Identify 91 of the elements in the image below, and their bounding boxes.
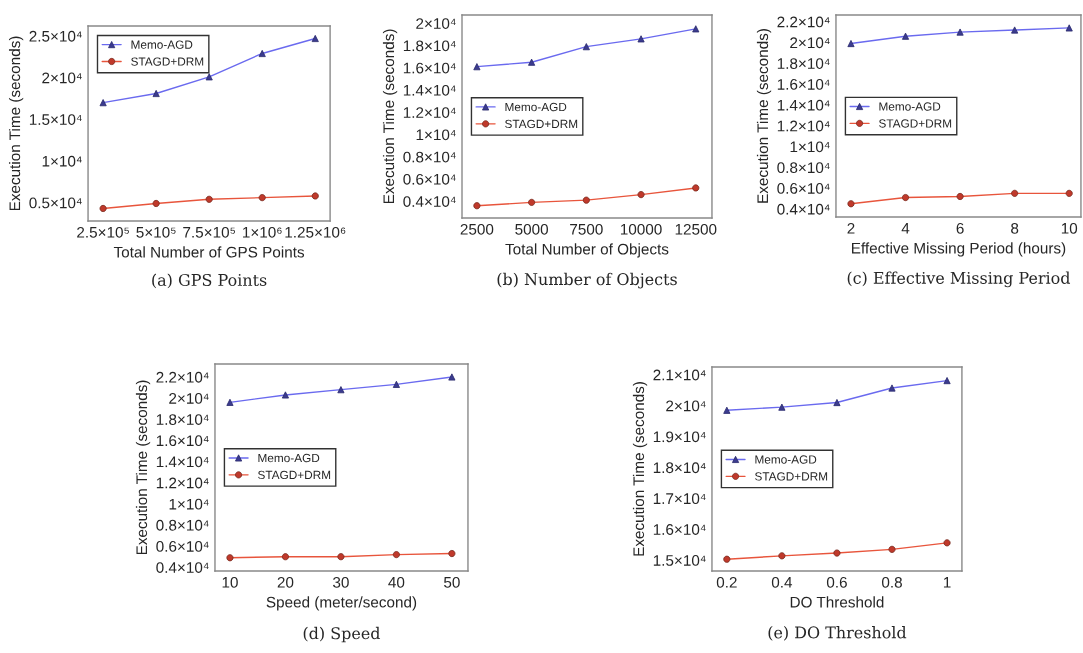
- legend-label: Memo-AGD: [258, 453, 320, 463]
- x-axis-title: DO Threshold: [790, 596, 884, 608]
- y-tick-label: 1.6×10⁴: [653, 524, 706, 535]
- y-tick-label: 1.5×10⁴: [29, 114, 82, 125]
- x-tick-label: 4: [901, 223, 910, 234]
- x-tick-label: 20: [277, 576, 294, 588]
- x-tick-label: 8: [1011, 222, 1019, 234]
- y-tick-label: 0.4×10⁴: [156, 562, 209, 573]
- y-tick-label: 0.8×10⁴: [777, 162, 830, 174]
- x-axis-title: Effective Missing Period (hours): [852, 242, 1066, 257]
- x-tick-label: 12500: [675, 223, 717, 235]
- x-tick-label: 5×10⁵: [136, 226, 176, 238]
- y-tick-label: 1.4×10⁴: [403, 84, 456, 96]
- x-tick-label: 1×10⁶: [243, 226, 282, 238]
- y-axis-title: Execution Time (seconds): [756, 29, 772, 203]
- legend-label: Memo-AGD: [505, 102, 567, 112]
- y-tick-label: 0.8×10⁴: [403, 151, 456, 163]
- x-tick-label: 6: [956, 222, 964, 234]
- legend-label: STAGD+DRM: [879, 119, 952, 128]
- x-tick-label: 10: [222, 576, 238, 588]
- text: (c) Effective Missing Period: [847, 271, 1071, 288]
- x-tick-label: 0.6: [826, 576, 847, 588]
- legend-label: STAGD+DRM: [755, 472, 828, 481]
- text: (d) Speed: [303, 626, 381, 643]
- legend-label: Memo-AGD: [131, 40, 193, 49]
- y-tick-label: 1.7×10⁴: [653, 493, 706, 505]
- text: (b) Number of Objects: [497, 272, 677, 289]
- x-tick-label: 2500: [460, 223, 494, 235]
- y-tick-label: 0.6×10⁴: [777, 183, 830, 194]
- y-tick-label: 1.8×10⁴: [156, 414, 209, 425]
- x-tick-label: 7500: [570, 223, 603, 235]
- x-tick-label: 5000: [515, 223, 549, 235]
- y-tick-label: 1×10⁴: [416, 129, 456, 141]
- legend-label: STAGD+DRM: [258, 470, 331, 480]
- x-tick-label: 0.2: [716, 576, 737, 588]
- y-tick-label: 2×10⁴: [42, 72, 82, 84]
- y-tick-label: 2.5×10⁴: [29, 30, 82, 42]
- y-axis-title: Execution Time (seconds): [135, 380, 151, 555]
- y-tick-label: 2×10⁴: [790, 37, 830, 49]
- y-tick-label: 1.4×10⁴: [156, 456, 209, 468]
- y-tick-label: 1×10⁴: [790, 141, 830, 153]
- x-tick-label: 10000: [620, 223, 662, 235]
- x-tick-label: 10: [1061, 222, 1078, 234]
- y-tick-label: 1.6×10⁴: [156, 435, 209, 447]
- x-tick-label: 1: [943, 577, 951, 588]
- legend-label: Memo-AGD: [755, 455, 817, 464]
- y-tick-label: 0.6×10⁴: [403, 173, 456, 185]
- y-tick-label: 2×10⁴: [169, 393, 209, 404]
- x-axis-title: Total Number of Objects: [505, 243, 669, 258]
- y-tick-label: 1.4×10⁴: [777, 99, 830, 111]
- y-tick-label: 1.6×10⁴: [777, 78, 830, 90]
- x-tick-label: 30: [333, 576, 349, 588]
- y-axis-title: Execution Time (seconds): [8, 36, 24, 211]
- y-tick-label: 1.2×10⁴: [156, 477, 209, 489]
- y-tick-label: 0.5×10⁴: [29, 197, 82, 209]
- text: (e) DO Threshold: [768, 626, 907, 641]
- y-tick-label: 1.8×10⁴: [653, 462, 706, 474]
- y-tick-label: 2.1×10⁴: [653, 369, 706, 381]
- y-tick-label: 1.6×10⁴: [403, 62, 456, 74]
- y-tick-label: 1×10⁴: [169, 498, 209, 510]
- x-axis-title: Total Number of GPS Points: [113, 246, 305, 258]
- x-tick-label: 2.5×10⁵: [77, 226, 129, 238]
- text: (a) GPS Points: [152, 273, 267, 289]
- x-tick-label: 40: [388, 576, 405, 588]
- y-tick-label: 2×10⁴: [666, 400, 706, 412]
- y-tick-label: 0.4×10⁴: [777, 203, 830, 215]
- y-axis-title: Execution Time (seconds): [632, 382, 648, 556]
- y-tick-label: 2.2×10⁴: [156, 371, 209, 383]
- y-tick-label: 0.4×10⁴: [403, 196, 456, 207]
- y-tick-label: 1.8×10⁴: [403, 40, 456, 52]
- x-tick-label: 0.8: [881, 576, 902, 588]
- y-tick-label: 1.9×10⁴: [653, 431, 706, 443]
- y-tick-label: 1.5×10⁴: [653, 555, 706, 566]
- y-tick-label: 0.8×10⁴: [156, 519, 209, 531]
- x-tick-label: 7.5×10⁵: [183, 226, 235, 238]
- y-tick-label: 1.8×10⁴: [777, 58, 830, 69]
- y-tick-label: 0.6×10⁴: [156, 541, 209, 552]
- y-tick-label: 1×10⁴: [42, 155, 82, 167]
- y-axis-title: Execution Time (seconds): [382, 29, 398, 204]
- y-tick-label: 2.2×10⁴: [777, 16, 830, 28]
- x-tick-label: 0.4: [771, 576, 793, 588]
- x-tick-label: 2: [847, 222, 855, 234]
- x-axis-title: Speed (meter/second): [266, 596, 417, 611]
- y-tick-label: 1.2×10⁴: [777, 120, 830, 132]
- y-tick-label: 1.2×10⁴: [403, 107, 456, 118]
- x-tick-label: 1.25×10⁶: [285, 226, 346, 238]
- legend-label: STAGD+DRM: [131, 57, 204, 66]
- legend-label: STAGD+DRM: [505, 119, 578, 129]
- legend-label: Memo-AGD: [879, 102, 941, 111]
- y-tick-label: 2×10⁴: [416, 18, 456, 29]
- x-tick-label: 50: [443, 576, 460, 588]
